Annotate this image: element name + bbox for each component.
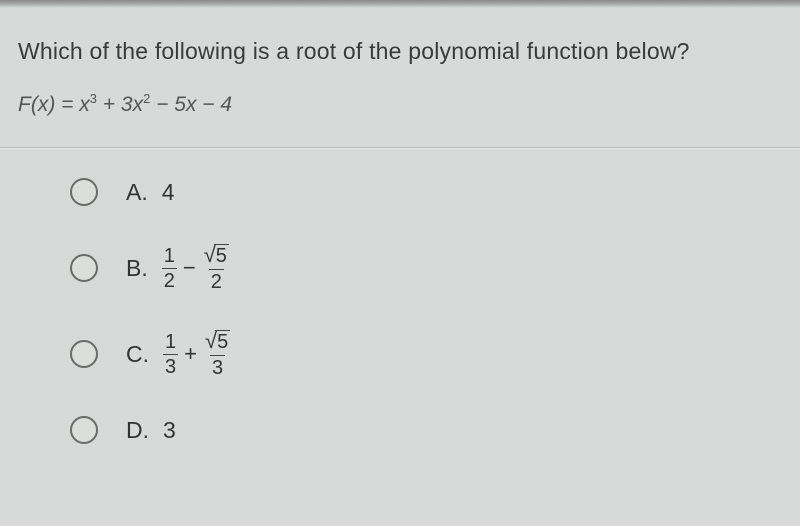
function-name: F xyxy=(18,93,31,116)
sqrt-icon: √5 xyxy=(205,330,230,353)
denominator: 3 xyxy=(210,355,225,378)
option-a-label: A. 4 xyxy=(126,179,175,206)
numerator: √5 xyxy=(203,330,232,355)
sqrt-arg: 5 xyxy=(215,330,230,353)
function-rhs: x3 + 3x2 − 5x − 4 xyxy=(79,93,232,116)
question-text: Which of the following is a root of the … xyxy=(0,8,800,91)
equation: F(x) = x3 + 3x2 − 5x − 4 xyxy=(0,91,800,137)
sqrt-icon: √5 xyxy=(204,244,229,267)
option-d[interactable]: D. 3 xyxy=(70,416,800,444)
option-b[interactable]: B. 1 2 − √5 2 xyxy=(70,244,800,292)
option-letter: D. xyxy=(126,417,149,444)
minus-sign: − xyxy=(183,255,196,281)
denominator: 2 xyxy=(209,269,224,292)
sqrt-arg: 5 xyxy=(214,244,229,267)
function-var: x xyxy=(38,93,49,116)
option-a[interactable]: A. 4 xyxy=(70,178,800,206)
option-letter: C. xyxy=(126,341,149,368)
plus-sign: + xyxy=(184,341,197,367)
fraction: 1 3 xyxy=(163,332,178,377)
radio-icon[interactable] xyxy=(70,254,98,282)
option-d-value: 3 xyxy=(163,417,176,444)
option-c[interactable]: C. 1 3 + √5 3 xyxy=(70,330,800,378)
radio-icon[interactable] xyxy=(70,416,98,444)
top-border xyxy=(0,0,800,8)
fraction: 1 2 xyxy=(162,246,177,291)
denominator: 3 xyxy=(163,354,178,377)
numerator: √5 xyxy=(202,244,231,269)
radio-icon[interactable] xyxy=(70,178,98,206)
option-letter: B. xyxy=(126,255,148,282)
option-c-label: C. 1 3 + √5 3 xyxy=(126,330,232,378)
numerator: 1 xyxy=(163,332,178,354)
denominator: 2 xyxy=(162,268,177,291)
fraction: √5 2 xyxy=(202,244,231,292)
numerator: 1 xyxy=(162,246,177,268)
fraction: √5 3 xyxy=(203,330,232,378)
option-a-value: 4 xyxy=(162,179,175,206)
option-letter: A. xyxy=(126,179,148,206)
option-b-label: B. 1 2 − √5 2 xyxy=(126,244,231,292)
divider xyxy=(0,147,800,148)
options-container: A. 4 B. 1 2 − √5 2 C. xyxy=(0,178,800,444)
radio-icon[interactable] xyxy=(70,340,98,368)
option-d-label: D. 3 xyxy=(126,417,176,444)
